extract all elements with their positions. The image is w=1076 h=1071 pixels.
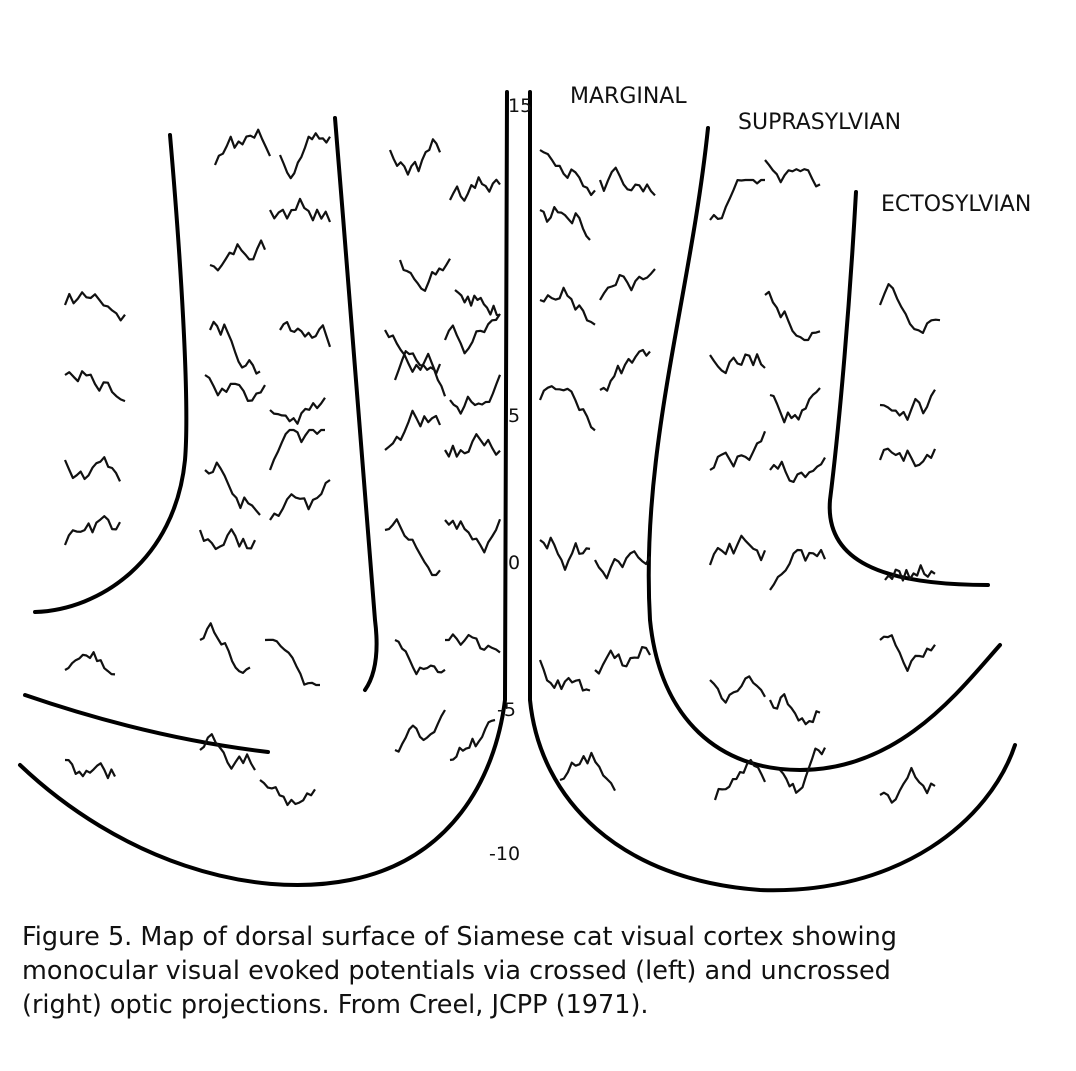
waveform bbox=[538, 385, 596, 432]
scale-label: 15 bbox=[508, 95, 532, 117]
waveform bbox=[63, 515, 121, 546]
waveform bbox=[204, 461, 261, 516]
waveform bbox=[259, 779, 316, 807]
waveform bbox=[269, 397, 326, 425]
waveform bbox=[63, 291, 126, 322]
waveform bbox=[384, 409, 442, 451]
waveform bbox=[769, 387, 821, 424]
boundary bbox=[333, 116, 379, 692]
boundary bbox=[646, 126, 1002, 773]
waveform bbox=[208, 320, 261, 375]
waveform bbox=[443, 313, 501, 355]
region-label: SUPRASYLVIAN bbox=[738, 110, 901, 135]
waveform bbox=[269, 197, 332, 223]
waveform bbox=[599, 348, 651, 392]
waveform bbox=[708, 534, 767, 566]
waveform bbox=[709, 178, 765, 221]
waveform bbox=[709, 430, 767, 471]
waveform bbox=[204, 374, 266, 402]
waveform bbox=[199, 622, 251, 674]
waveform bbox=[209, 239, 267, 272]
waveform bbox=[444, 433, 501, 458]
waveform bbox=[388, 138, 442, 176]
waveform bbox=[394, 639, 446, 676]
waveform bbox=[539, 149, 596, 197]
waveform bbox=[878, 283, 941, 334]
waveform bbox=[709, 675, 766, 704]
waveform bbox=[199, 733, 256, 771]
scale-label: -10 bbox=[489, 843, 520, 865]
waveform bbox=[445, 633, 501, 654]
waveform bbox=[268, 428, 325, 471]
boundary bbox=[827, 190, 990, 587]
cortex-map: MARGINAL SUPRASYLVIAN ECTOSYLVIAN 15 5 0… bbox=[18, 84, 1031, 893]
waveform bbox=[384, 329, 442, 375]
evoked-potentials bbox=[63, 128, 941, 807]
waveform bbox=[769, 457, 826, 483]
waveform bbox=[538, 659, 591, 692]
boundary bbox=[33, 133, 189, 614]
waveform bbox=[879, 766, 936, 804]
waveform bbox=[454, 289, 501, 317]
scale-label: -5 bbox=[497, 699, 516, 721]
caption-line: (right) optic projections. From Creel, J… bbox=[22, 990, 649, 1020]
waveform bbox=[444, 518, 502, 554]
waveform bbox=[279, 321, 332, 348]
waveform bbox=[884, 564, 936, 582]
waveform bbox=[879, 634, 936, 672]
waveform bbox=[64, 651, 116, 676]
waveform bbox=[879, 389, 936, 421]
waveform bbox=[198, 528, 256, 551]
waveform bbox=[213, 128, 272, 166]
sulci bbox=[18, 90, 1017, 893]
waveform bbox=[269, 479, 331, 521]
waveform bbox=[449, 176, 501, 202]
scale-label: 0 bbox=[508, 552, 520, 574]
boundary bbox=[528, 90, 1017, 893]
waveform bbox=[539, 206, 591, 241]
boundary bbox=[18, 90, 509, 887]
waveform bbox=[393, 350, 447, 397]
waveform bbox=[398, 258, 451, 292]
waveform bbox=[764, 159, 821, 188]
scale-label: 5 bbox=[508, 405, 520, 427]
waveform bbox=[559, 751, 616, 792]
region-label: ECTOSYLVIAN bbox=[881, 192, 1031, 217]
waveform bbox=[63, 456, 121, 482]
waveform bbox=[764, 290, 821, 342]
caption: Figure 5. Map of dorsal surface of Siame… bbox=[22, 920, 1072, 1022]
waveform bbox=[709, 353, 766, 375]
waveform bbox=[713, 758, 766, 801]
waveform bbox=[878, 447, 937, 468]
waveform bbox=[539, 536, 591, 571]
waveform bbox=[594, 646, 651, 675]
waveform bbox=[449, 718, 496, 762]
waveform bbox=[779, 747, 826, 794]
waveform bbox=[539, 286, 596, 326]
waveform bbox=[394, 709, 446, 753]
region-label: MARGINAL bbox=[570, 84, 687, 109]
waveform bbox=[594, 550, 651, 580]
waveform bbox=[769, 693, 821, 726]
waveform bbox=[264, 638, 320, 687]
waveform bbox=[599, 268, 656, 301]
waveform bbox=[64, 370, 126, 403]
waveform bbox=[769, 548, 827, 591]
waveform bbox=[384, 518, 441, 577]
waveform bbox=[449, 374, 502, 415]
waveform bbox=[598, 166, 656, 197]
caption-line: Figure 5. Map of dorsal surface of Siame… bbox=[22, 922, 897, 952]
waveform bbox=[278, 132, 331, 180]
caption-line: monocular visual evoked potentials via c… bbox=[22, 956, 891, 986]
waveform bbox=[64, 758, 116, 780]
boundary bbox=[23, 693, 270, 754]
